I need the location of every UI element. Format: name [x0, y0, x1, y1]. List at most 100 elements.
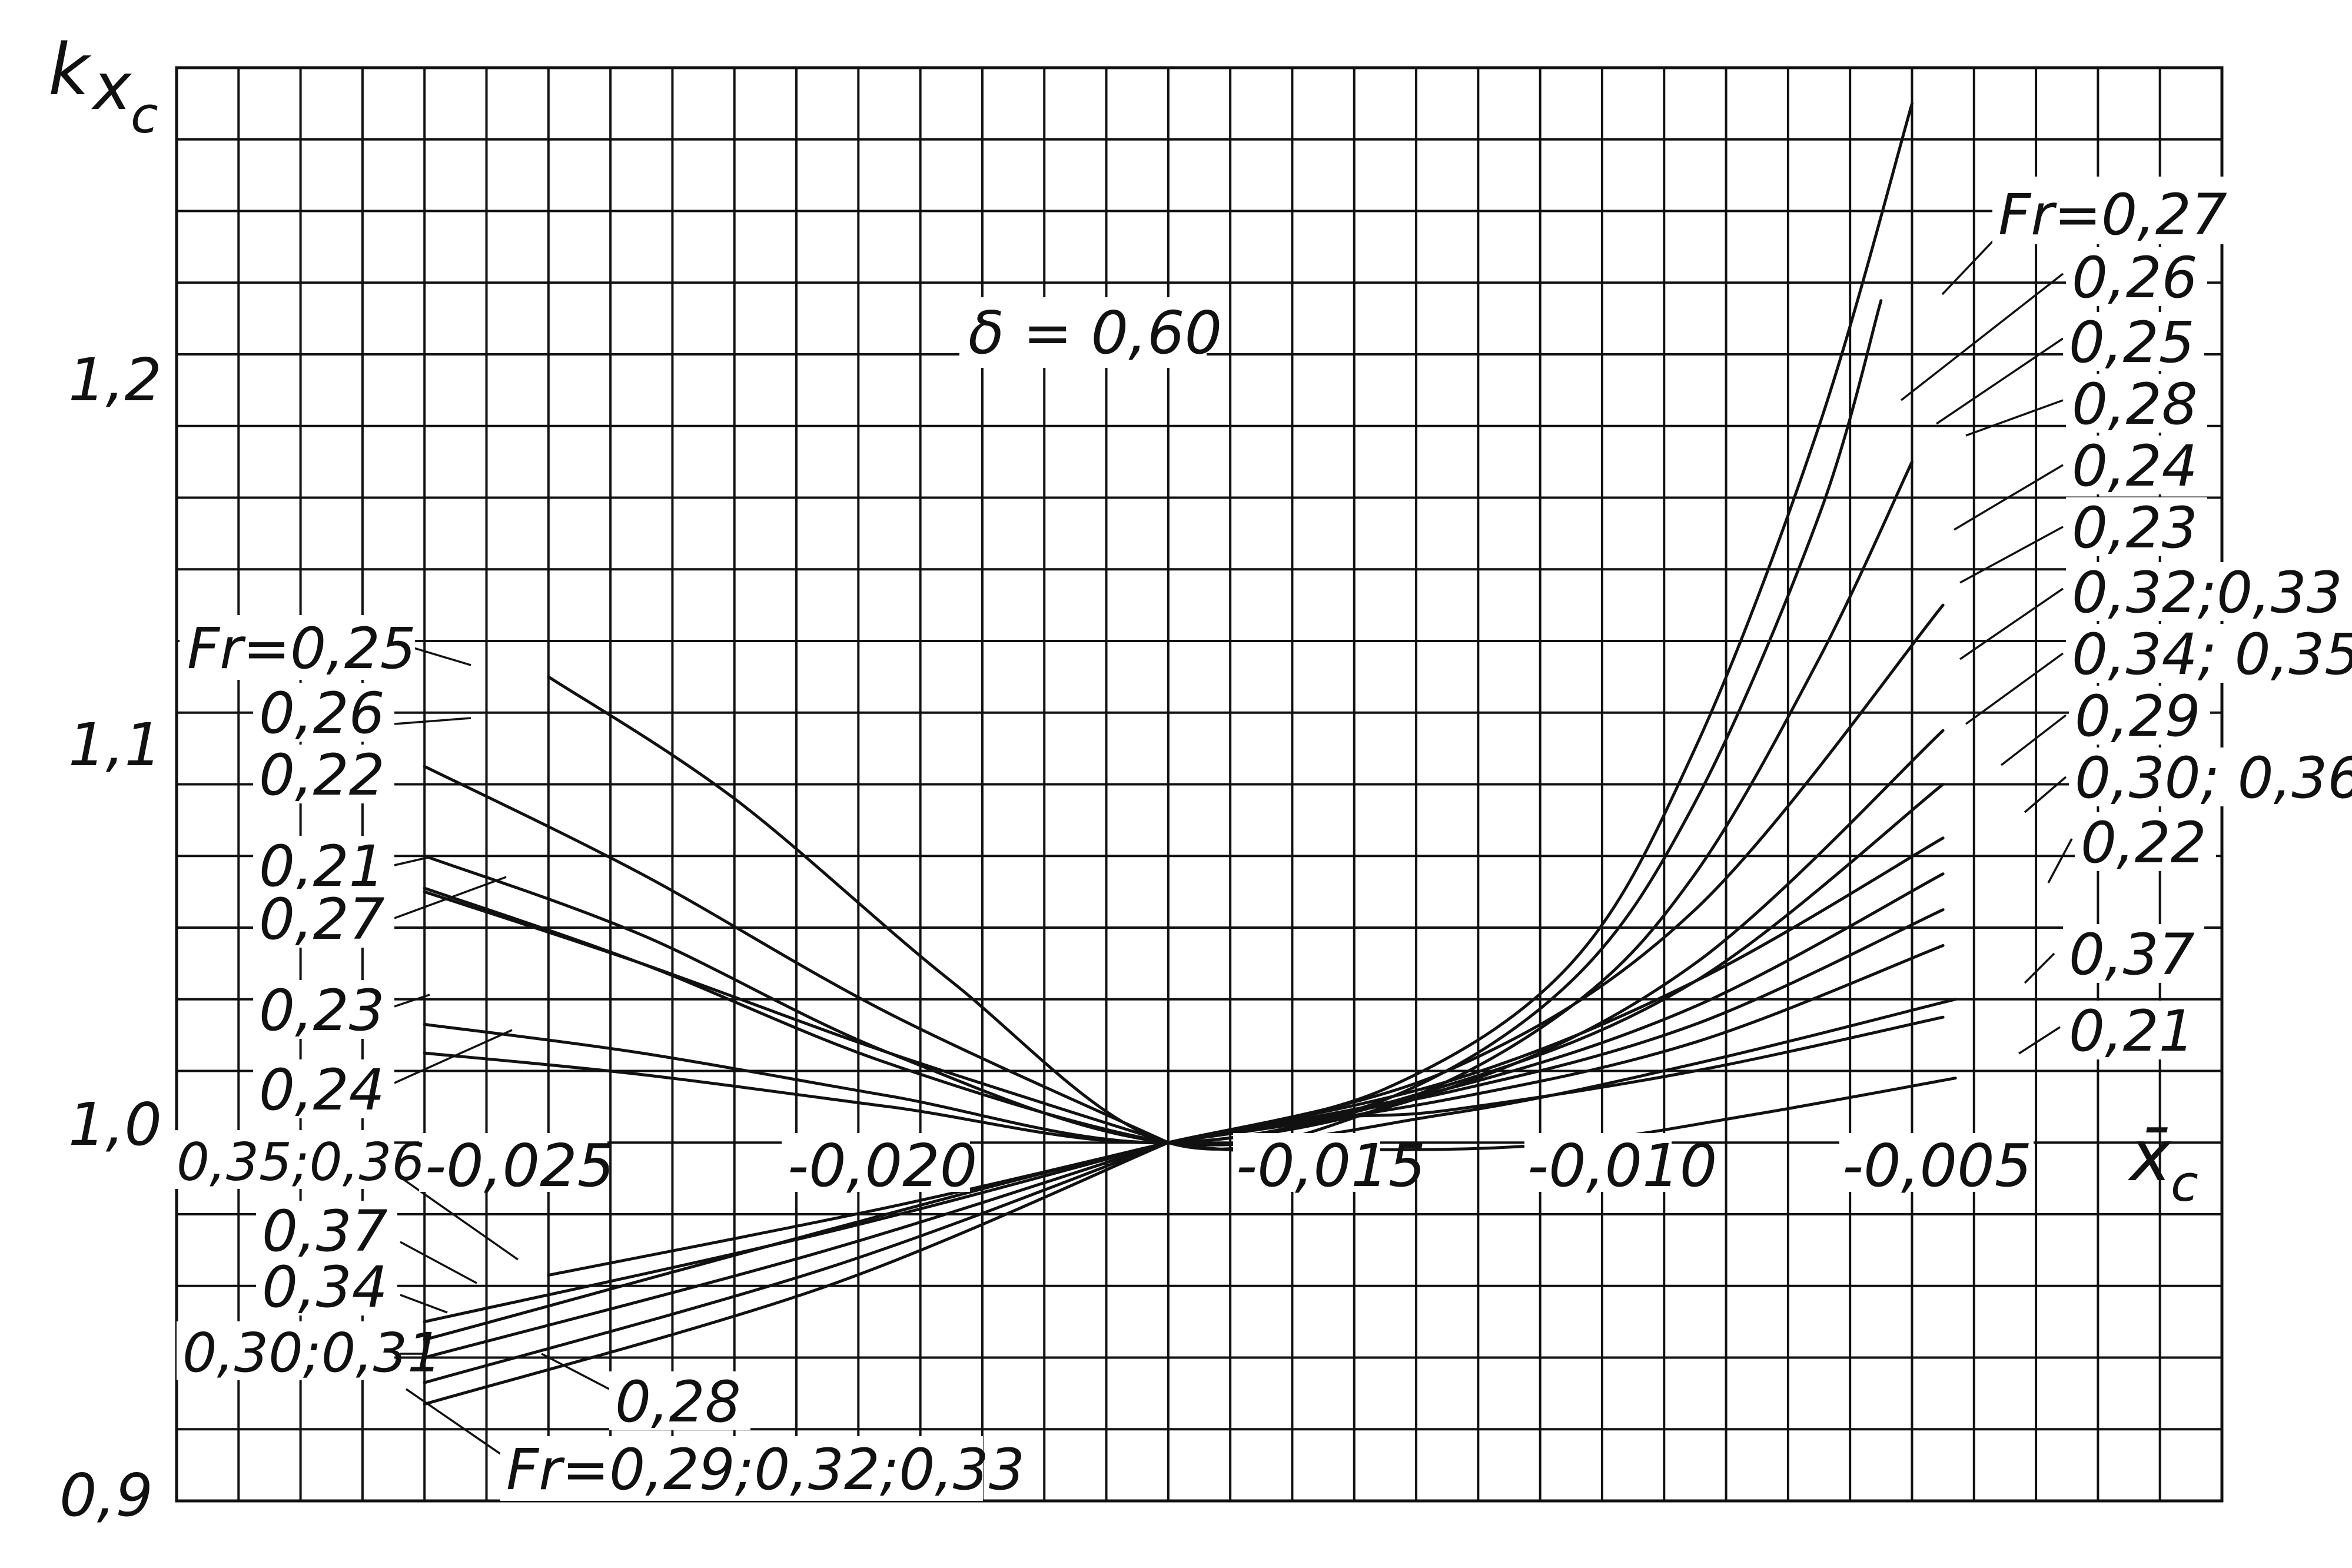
- label-leader-line: [2018, 1026, 2061, 1055]
- curves: [423, 102, 1957, 1406]
- curve-label: 0,22: [2081, 810, 2207, 876]
- label-bg: [500, 1436, 983, 1501]
- curve-label: 0,26: [259, 680, 385, 746]
- label-leader-line: [2000, 714, 2067, 766]
- series-line: [423, 890, 1170, 1144]
- label-bg: [2069, 748, 2316, 806]
- label-leader-line: [394, 717, 471, 725]
- curve-label: 0,21: [2069, 998, 2195, 1064]
- curve-label: 0,35;0,36: [177, 1132, 425, 1192]
- label-leader-line: [406, 1388, 501, 1455]
- y-axis-title-sub: c: [131, 87, 158, 145]
- curve-label: 0,25: [2069, 310, 2195, 376]
- x-tick-label: -0,015: [1236, 1131, 1426, 1200]
- y-tick-label: 1,0: [68, 1090, 162, 1159]
- x-tick-bg: [782, 1133, 970, 1192]
- curve-label: Fr=0,27: [1998, 182, 2227, 248]
- curve-label: 0,30; 0,36: [2075, 745, 2352, 811]
- curve-label: 0,24: [2072, 433, 2198, 499]
- series-line: [1167, 102, 1914, 1144]
- parameter-bg: [959, 297, 1207, 368]
- label-bg: [2066, 247, 2207, 306]
- curve-label: 0,28: [615, 1369, 741, 1435]
- label-bg: [177, 1321, 394, 1380]
- label-leader-line: [400, 1241, 477, 1284]
- label-leader-line: [1936, 337, 2064, 425]
- label-leader-line: [394, 876, 507, 919]
- series-line: [423, 783, 1945, 1144]
- x-tick-label: -0,005: [1842, 1131, 2032, 1200]
- label-bg: [2066, 436, 2207, 494]
- series-line: [423, 729, 1945, 1145]
- label-leader-line: [2047, 838, 2073, 883]
- curve-label: 0,32;0,33: [2072, 560, 2343, 626]
- y-axis-title-x: x: [91, 49, 132, 124]
- grid: [175, 66, 2224, 1503]
- curve-label: 0,23: [2072, 495, 2198, 561]
- x-tick-bg: [1524, 1133, 1672, 1192]
- series-line: [423, 1141, 1170, 1359]
- label-bg: [2063, 1001, 2204, 1059]
- x-tick-label: -0,025: [425, 1131, 614, 1200]
- series-line: [1167, 603, 1945, 1144]
- left-top-curve-labels: Fr=0,25 0,26 0,22 0,21 0,27 0,23 0,24: [180, 615, 416, 1123]
- curve-label: 0,21: [259, 833, 385, 899]
- label-leader-line: [400, 1294, 448, 1314]
- label-leader-line: [1900, 273, 2064, 401]
- x-axis-title: x̄ c: [2127, 1115, 2198, 1213]
- x-tick-bg: [1839, 1133, 2034, 1192]
- label-bg: [2069, 686, 2210, 745]
- label-leader-line: [541, 1353, 610, 1390]
- curve-label: 0,24: [259, 1057, 385, 1123]
- y-tick-label: 1,1: [68, 710, 162, 779]
- label-leader-line: [2024, 776, 2067, 813]
- y-axis-title: k x c: [48, 29, 158, 145]
- curve-label: 0,26: [2072, 245, 2198, 311]
- series-line: [423, 765, 1170, 1144]
- label-bg: [2063, 924, 2204, 983]
- right-curve-labels: Fr=0,27 0,26 0,25 0,28 0,24 0,23 0,32;0,…: [1992, 177, 2352, 1064]
- series-line: [423, 1141, 1170, 1324]
- label-bg: [171, 1130, 394, 1189]
- label-bg: [2066, 374, 2207, 433]
- series-line: [547, 1141, 1170, 1277]
- series-line: [423, 1141, 1170, 1406]
- parameter-annotation: δ = 0,60: [959, 297, 1222, 368]
- curve-label: 0,30;0,31: [182, 1321, 442, 1384]
- curve-label: 0,34: [262, 1254, 388, 1320]
- label-leader-line: [1965, 399, 2064, 437]
- label-leader-line: [1954, 464, 2064, 531]
- label-bg: [256, 1257, 397, 1315]
- x-tick-labels: -0,025 -0,020 -0,015 -0,010 -0,005: [419, 1131, 2034, 1200]
- label-bg: [2075, 812, 2216, 871]
- label-leader-line: [394, 855, 433, 866]
- label-bg: [256, 1201, 397, 1260]
- label-bg: [180, 615, 415, 680]
- label-leader-line: [394, 994, 430, 1008]
- curve-label: 0,27: [259, 886, 385, 952]
- curve-label: 0,37: [2069, 922, 2195, 988]
- delta-label: δ = 0,60: [968, 298, 1222, 367]
- label-leader-line: [2024, 952, 2055, 984]
- curve-label: 0,22: [259, 742, 385, 808]
- x-tick-bg: [1233, 1133, 1380, 1192]
- x-tick-label: -0,010: [1527, 1131, 1717, 1200]
- x-axis-title-sub: c: [2171, 1155, 2198, 1213]
- label-bg: [253, 980, 394, 1039]
- x-tick-bg: [419, 1133, 607, 1192]
- label-bg: [2066, 497, 2207, 556]
- label-leader-line: [1941, 234, 1999, 295]
- label-bg: [2066, 624, 2313, 683]
- label-bg: [253, 889, 394, 948]
- curve-label: 0,34; 0,35: [2072, 622, 2352, 687]
- y-tick-labels: 1,2 1,1 1,0 0,9: [59, 346, 162, 1530]
- series-line: [1167, 944, 1945, 1144]
- left-bottom-curve-labels: 0,35;0,36 0,37 0,34 0,30;0,31 0,28 Fr=0,…: [171, 1130, 1025, 1503]
- x-axis-title-x: x̄: [2127, 1115, 2172, 1197]
- curve-label: 0,37: [262, 1198, 388, 1264]
- series-line: [1167, 908, 1945, 1144]
- curve-label: 0,23: [259, 978, 385, 1044]
- label-bg: [2063, 312, 2204, 371]
- label-leader-line: [1965, 652, 2064, 725]
